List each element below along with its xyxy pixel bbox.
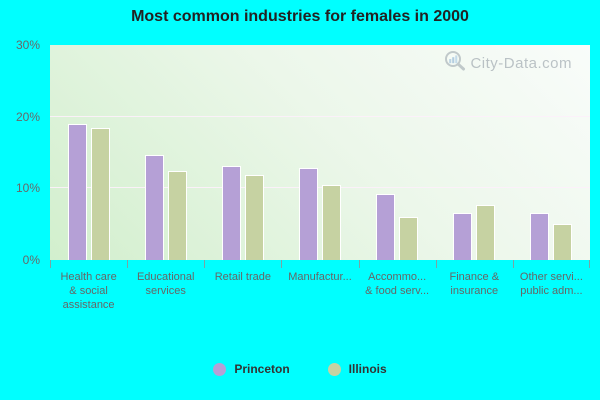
x-ticks (50, 260, 590, 268)
x-tick (512, 260, 514, 268)
illinois-legend-dot (327, 362, 341, 376)
category-group (281, 45, 358, 260)
gridline (50, 115, 590, 117)
bar-illinois (399, 217, 419, 260)
y-tick-label: 20% (15, 109, 40, 124)
bars-row (50, 45, 590, 260)
x-tick (50, 260, 51, 268)
bar-princeton (376, 194, 396, 260)
y-axis-labels: 0% 10% 20% 30% (0, 38, 44, 267)
legend-item-princeton: Princeton (213, 362, 290, 376)
category-label: Retail trade (214, 271, 271, 283)
gridlines (50, 45, 590, 260)
bar-illinois (476, 204, 496, 260)
x-tick (204, 260, 206, 268)
y-tick-label: 0% (22, 253, 40, 267)
category-group (127, 45, 204, 260)
x-tick (127, 260, 129, 268)
category-group (359, 45, 436, 260)
bar-illinois (167, 171, 187, 260)
princeton-legend-label: Princeton (234, 362, 290, 376)
category-group (204, 45, 281, 260)
category-label: Finance & insurance (449, 271, 500, 297)
bar-princeton (298, 167, 318, 260)
bar-illinois (553, 224, 573, 260)
plot-area (50, 45, 590, 260)
category-label: Educational services (136, 271, 195, 297)
bar-illinois (244, 175, 264, 260)
category-label: Accommo... & food serv... (365, 271, 430, 297)
gridline (50, 187, 590, 189)
x-tick (589, 260, 590, 268)
legend: Princeton Illinois (0, 362, 600, 376)
watermark: City-Data.com (443, 50, 572, 77)
x-tick (358, 260, 360, 268)
bar-illinois (90, 128, 110, 260)
category-label: Manufactur... (288, 271, 352, 283)
y-tick-label: 10% (15, 181, 40, 196)
magnifier-chart-icon (443, 50, 467, 77)
princeton-legend-dot (213, 362, 227, 376)
category-label: Other servi... public adm... (519, 271, 583, 297)
bar-princeton (530, 212, 550, 260)
bar-illinois (321, 184, 341, 260)
illinois-legend-label: Illinois (348, 362, 387, 376)
category-group (50, 45, 127, 260)
chart-title: Most common industries for females in 20… (131, 8, 469, 25)
watermark-text: City-Data.com (470, 54, 572, 72)
category-group (513, 45, 590, 260)
bar-princeton (453, 212, 473, 260)
x-tick (435, 260, 437, 268)
category-group (436, 45, 513, 260)
bar-princeton (221, 166, 241, 260)
x-axis-labels: Health care & social assistance Educational… (50, 270, 590, 312)
category-label: Health care & social assistance (60, 271, 117, 311)
x-tick (281, 260, 283, 268)
bar-princeton (144, 154, 164, 260)
y-tick-label: 30% (15, 38, 40, 52)
legend-item-illinois: Illinois (327, 362, 387, 376)
bar-princeton (67, 123, 87, 260)
